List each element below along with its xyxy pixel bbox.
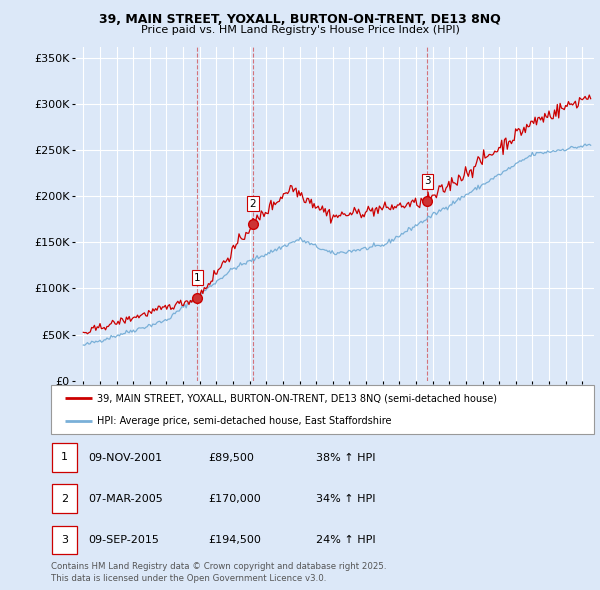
Text: Price paid vs. HM Land Registry's House Price Index (HPI): Price paid vs. HM Land Registry's House … — [140, 25, 460, 35]
Text: 3: 3 — [61, 535, 68, 545]
FancyBboxPatch shape — [52, 484, 77, 513]
FancyBboxPatch shape — [52, 526, 77, 554]
Text: 39, MAIN STREET, YOXALL, BURTON-ON-TRENT, DE13 8NQ: 39, MAIN STREET, YOXALL, BURTON-ON-TRENT… — [99, 13, 501, 26]
Text: 2: 2 — [250, 199, 256, 209]
Text: 1: 1 — [61, 453, 68, 462]
Text: HPI: Average price, semi-detached house, East Staffordshire: HPI: Average price, semi-detached house,… — [97, 415, 392, 425]
Text: 34% ↑ HPI: 34% ↑ HPI — [316, 494, 376, 504]
Text: 38% ↑ HPI: 38% ↑ HPI — [316, 453, 376, 463]
Text: Contains HM Land Registry data © Crown copyright and database right 2025.
This d: Contains HM Land Registry data © Crown c… — [51, 562, 386, 583]
Text: 07-MAR-2005: 07-MAR-2005 — [88, 494, 163, 504]
Text: £89,500: £89,500 — [208, 453, 254, 463]
Text: 09-NOV-2001: 09-NOV-2001 — [88, 453, 163, 463]
Text: £194,500: £194,500 — [208, 536, 261, 545]
Text: 3: 3 — [424, 176, 431, 186]
Text: £170,000: £170,000 — [208, 494, 261, 504]
FancyBboxPatch shape — [52, 443, 77, 471]
Text: 1: 1 — [194, 273, 201, 283]
Text: 2: 2 — [61, 494, 68, 503]
Text: 39, MAIN STREET, YOXALL, BURTON-ON-TRENT, DE13 8NQ (semi-detached house): 39, MAIN STREET, YOXALL, BURTON-ON-TRENT… — [97, 394, 497, 404]
FancyBboxPatch shape — [51, 385, 594, 434]
Text: 24% ↑ HPI: 24% ↑ HPI — [316, 536, 376, 545]
Text: 09-SEP-2015: 09-SEP-2015 — [88, 536, 159, 545]
